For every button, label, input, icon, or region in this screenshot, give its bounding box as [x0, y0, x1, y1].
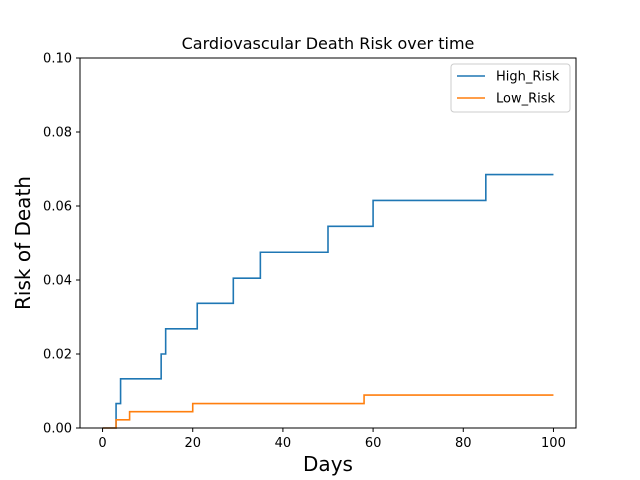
legend: High_Risk Low_Risk — [450, 63, 571, 113]
series-line-high-risk — [102, 173, 554, 429]
y-axis-ticks: 0.00 0.02 0.04 0.06 0.08 0.10 — [43, 52, 80, 437]
x-axis-ticks: 0 20 40 60 80 100 — [98, 428, 566, 451]
legend-label-low-risk: Low_Risk — [496, 92, 556, 107]
y-tick-label: 0.08 — [43, 126, 72, 141]
x-tick-label: 20 — [184, 436, 201, 451]
x-tick-label: 60 — [365, 436, 382, 451]
x-tick-label: 0 — [98, 436, 106, 451]
series-line-low-risk — [102, 394, 554, 429]
x-axis-label: Days — [303, 452, 353, 476]
y-tick-label: 0.04 — [43, 274, 72, 289]
y-tick-label: 0.10 — [43, 52, 72, 67]
x-tick-label: 40 — [275, 436, 292, 451]
series-layer — [102, 173, 554, 429]
y-tick-label: 0.06 — [43, 200, 72, 215]
chart-title: Cardiovascular Death Risk over time — [182, 34, 475, 53]
y-axis-label: Risk of Death — [11, 176, 35, 310]
x-tick-label: 80 — [455, 436, 472, 451]
x-tick-label: 100 — [541, 436, 566, 451]
legend-label-high-risk: High_Risk — [496, 70, 560, 85]
plot-frame — [79, 57, 577, 429]
y-tick-label: 0.02 — [43, 348, 72, 363]
y-tick-label: 0.00 — [43, 422, 72, 437]
